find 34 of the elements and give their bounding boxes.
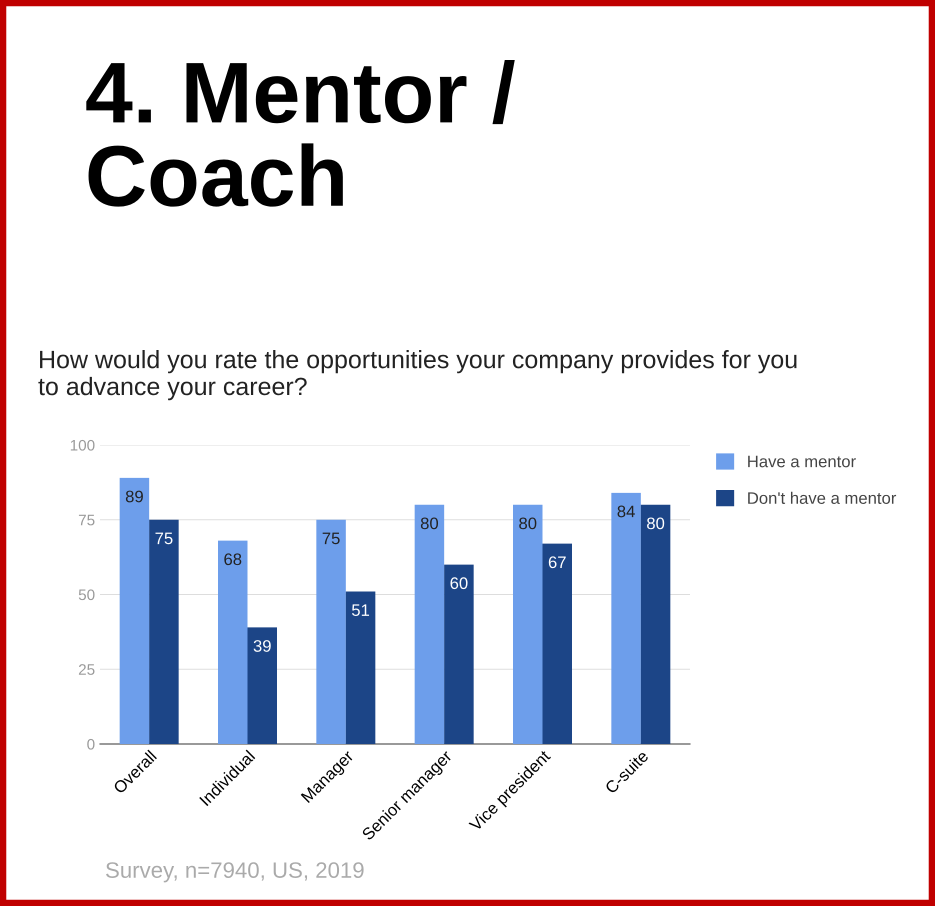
data-label: 60 [450,577,468,590]
data-label: 68 [224,553,242,566]
bar [149,520,179,744]
data-label: 51 [352,604,370,616]
y-tick-label: 75 [78,514,94,526]
legend-label: Have a mentor [748,456,856,468]
data-label: 39 [254,640,271,652]
bar [542,544,572,744]
bar [316,520,346,744]
data-label: 75 [322,532,340,544]
data-label: 67 [548,556,566,568]
chart-subtitle: How would you rate the opportunities your company provides for you to advance your career? [38,350,796,400]
data-label: 89 [126,490,143,502]
data-label: 84 [618,506,635,518]
bar [513,504,542,744]
bar [120,478,150,744]
y-tick-label: 50 [78,589,95,600]
y-tick-label: 25 [78,664,94,675]
data-label: 80 [647,517,664,530]
y-tick-label: 100 [70,440,95,451]
bar [414,504,444,744]
legend-label: Don't have a mentor [748,492,896,504]
chart-title: 4. Mentor / Coach [86,60,515,207]
y-tick-label: 0 [87,738,95,750]
bar [640,504,670,744]
bar [346,592,376,744]
data-label: 80 [519,517,536,530]
bar [444,564,474,744]
text: Survey, n=7940, US, 2019 [106,862,364,882]
data-label: 80 [420,517,438,530]
bar [248,627,277,744]
data-label: 75 [156,532,172,544]
bar [611,492,641,744]
bar [218,540,248,744]
